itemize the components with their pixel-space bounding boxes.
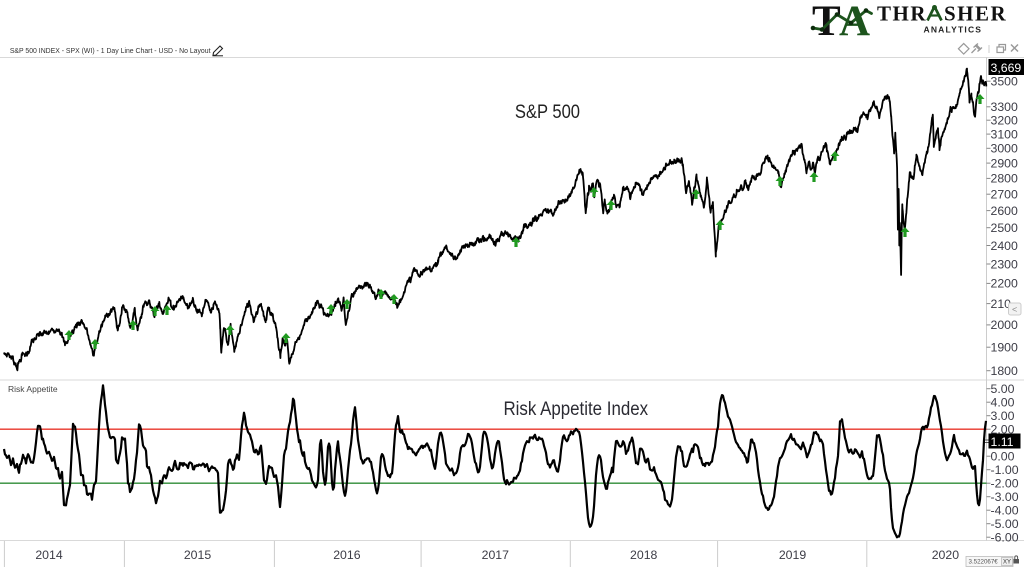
svg-text:Risk Appetite: Risk Appetite [8,384,58,394]
svg-text:1.11: 1.11 [991,435,1014,449]
svg-text:5.00: 5.00 [991,382,1015,396]
svg-text:3500: 3500 [991,75,1019,89]
svg-text:2700: 2700 [991,188,1019,202]
svg-text:3100: 3100 [991,127,1019,141]
svg-text:A: A [839,0,870,45]
svg-text:-2.00: -2.00 [991,477,1019,491]
svg-text:THR: THR [877,2,927,26]
svg-text:210: 210 [991,297,1012,311]
svg-text:2900: 2900 [991,156,1019,170]
svg-text:0.00: 0.00 [991,450,1015,464]
svg-text:2200: 2200 [991,277,1019,291]
svg-text:Risk Appetite Index: Risk Appetite Index [503,398,648,419]
svg-text:SHER: SHER [944,2,1007,26]
svg-text:S&P 500 INDEX - SPX (WI) - 1 D: S&P 500 INDEX - SPX (WI) - 1 Day Line Ch… [10,46,211,55]
svg-text:ANALYTICS: ANALYTICS [924,25,983,35]
svg-text:-4.00: -4.00 [991,504,1019,518]
svg-text:3300: 3300 [991,100,1019,114]
svg-text:2018: 2018 [630,548,658,562]
svg-text:3,669: 3,669 [991,61,1022,75]
svg-text:2015: 2015 [184,548,212,562]
svg-text:2.00: 2.00 [991,423,1015,437]
svg-text:-6.00: -6.00 [991,531,1019,545]
svg-text:-3.00: -3.00 [991,490,1019,504]
svg-text:2300: 2300 [991,257,1019,271]
svg-text:-5.00: -5.00 [991,517,1019,531]
svg-text:XY: XY [1003,560,1011,566]
svg-text:3200: 3200 [991,114,1019,128]
svg-text:S&P 500: S&P 500 [515,101,580,123]
svg-text:3.00: 3.00 [991,409,1015,423]
svg-text:2020: 2020 [932,548,960,562]
svg-text:-1.00: -1.00 [991,463,1019,477]
svg-text:2019: 2019 [779,548,807,562]
svg-text:2600: 2600 [991,204,1019,218]
svg-text:3000: 3000 [991,142,1019,156]
svg-text:2000: 2000 [991,318,1019,332]
svg-text:2800: 2800 [991,172,1019,186]
svg-text:1900: 1900 [991,341,1019,355]
svg-text:T: T [812,0,841,45]
svg-text:2014: 2014 [35,548,63,562]
svg-text:2400: 2400 [991,239,1019,253]
svg-text:2016: 2016 [333,548,361,562]
svg-text:2500: 2500 [991,221,1019,235]
svg-text:1800: 1800 [991,364,1019,378]
svg-text:2017: 2017 [482,548,510,562]
svg-text:4.00: 4.00 [991,396,1015,410]
svg-text:<: < [1012,305,1017,315]
svg-text:3.522067€: 3.522067€ [969,559,999,566]
